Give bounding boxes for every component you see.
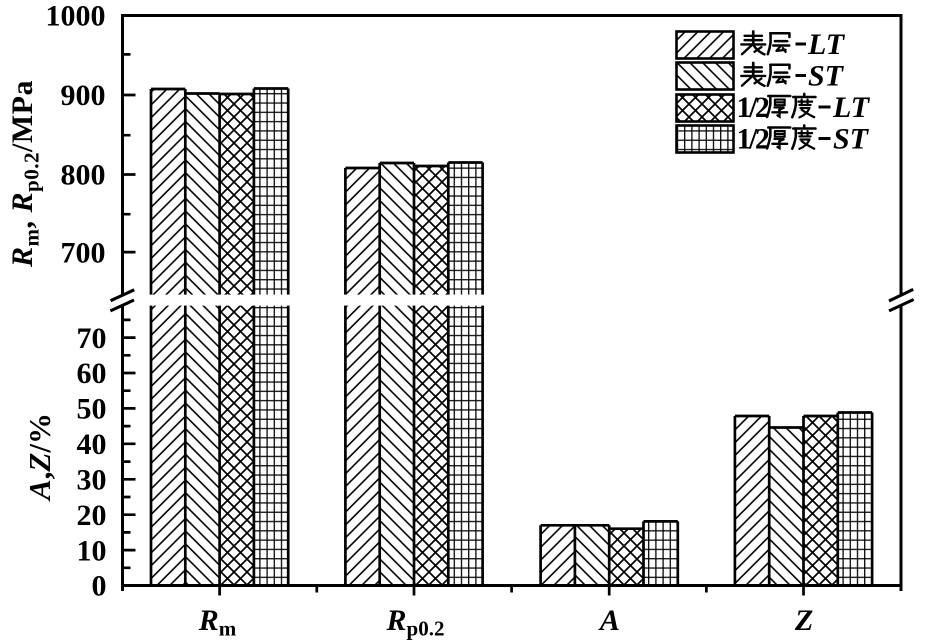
svg-text:30: 30 [77, 464, 107, 497]
svg-text:Rm, Rp0.2/MPa: Rm, Rp0.2/MPa [6, 80, 44, 268]
svg-text:0: 0 [92, 570, 107, 603]
svg-text:1/2: 1/2 [737, 91, 769, 124]
svg-text:LT: LT [832, 91, 871, 124]
svg-text:50: 50 [77, 393, 107, 426]
svg-text:Rp0.2: Rp0.2 [386, 604, 445, 641]
svg-text:Rm: Rm [198, 604, 237, 641]
svg-text:ST: ST [833, 123, 870, 156]
svg-text:LT: LT [807, 28, 846, 61]
svg-text:10: 10 [77, 534, 107, 567]
svg-text:900: 900 [61, 79, 106, 112]
svg-text:A,Z/%: A,Z/% [22, 413, 57, 502]
svg-text:1000: 1000 [46, 0, 106, 32]
svg-text:60: 60 [77, 357, 107, 390]
svg-text:ST: ST [808, 60, 845, 93]
svg-text:800: 800 [61, 159, 106, 192]
svg-text:70: 70 [77, 322, 107, 355]
svg-text:700: 700 [61, 236, 106, 269]
svg-text:A: A [598, 604, 620, 637]
svg-text:40: 40 [77, 428, 107, 461]
svg-text:20: 20 [77, 499, 107, 532]
svg-text:Z: Z [794, 604, 813, 637]
svg-text:1/2: 1/2 [737, 123, 769, 156]
